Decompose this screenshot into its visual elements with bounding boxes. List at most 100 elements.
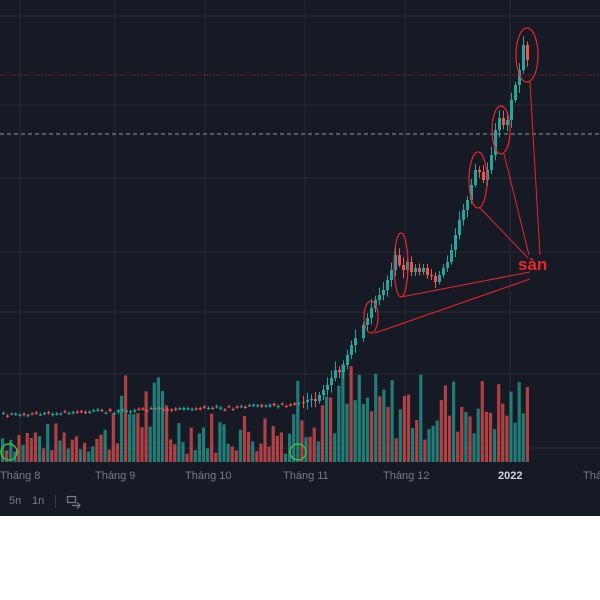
candle-body — [390, 270, 393, 280]
candle-body — [338, 370, 341, 372]
volume-bar — [324, 396, 329, 462]
compare-icon[interactable] — [66, 493, 82, 509]
volume-bar — [456, 431, 460, 462]
x-axis-label: Thá — [583, 470, 600, 482]
chart-panel[interactable]: sàn Tháng 8 Tháng 9 Tháng 10 Tháng 11 Tháng … — [0, 0, 600, 486]
volume-bar — [275, 435, 279, 462]
volume-bar — [411, 428, 415, 462]
range-1y-button[interactable]: 1n — [32, 495, 45, 507]
candle-body — [96, 409, 100, 411]
annotation-text: sàn — [518, 255, 547, 274]
volume-bar — [357, 374, 361, 462]
candle-body — [378, 295, 381, 300]
candle-body — [486, 170, 489, 180]
candle-body — [30, 413, 34, 415]
volume-bar — [46, 423, 50, 462]
candle-body — [227, 406, 231, 408]
volume-bar — [312, 427, 316, 462]
candle-body — [215, 406, 219, 408]
volume-bar — [103, 429, 107, 462]
candle-body — [186, 408, 190, 410]
candle-body — [239, 406, 243, 408]
volume-bar — [386, 406, 390, 462]
candle-body — [438, 275, 441, 282]
candle-body — [264, 405, 268, 407]
volume-bar — [214, 452, 218, 462]
candle-body — [157, 407, 161, 409]
candle-body — [18, 414, 22, 417]
candle-body — [174, 408, 178, 410]
volume-bar — [415, 420, 419, 462]
volume-bar — [501, 403, 505, 462]
volume-bar — [361, 403, 365, 462]
volume-bar — [279, 432, 283, 462]
volume-bar — [50, 450, 54, 462]
price-chart[interactable]: sàn Tháng 8 Tháng 9 Tháng 10 Tháng 11 Tháng … — [0, 0, 600, 486]
volume-bar — [21, 444, 25, 462]
volume-bar — [58, 440, 62, 462]
candle-body — [426, 268, 429, 275]
volume-bar — [29, 438, 33, 462]
candle-body — [231, 408, 235, 411]
candle-body — [466, 200, 469, 210]
candle-body — [190, 408, 194, 411]
candle-body — [490, 155, 493, 170]
volume-bar — [128, 414, 132, 462]
volume-bar — [91, 446, 95, 462]
time-axis: Tháng 8 Tháng 9 Tháng 10 Tháng 11 Tháng 12 20… — [0, 470, 600, 482]
volume-bar — [402, 395, 406, 462]
candle-body — [289, 404, 292, 406]
candle-body — [252, 404, 256, 407]
candle-body — [84, 411, 87, 414]
volume-bar — [398, 409, 402, 462]
volume-bar — [95, 438, 99, 462]
candle-body — [161, 408, 165, 411]
candle-body — [55, 413, 59, 415]
volume-bar — [9, 439, 13, 462]
volume-bar — [226, 443, 230, 462]
volume-bar — [218, 422, 222, 462]
annotation-line — [529, 81, 541, 256]
volume-bar — [148, 426, 152, 462]
candle-body — [211, 407, 215, 410]
candle-body — [346, 355, 349, 365]
candle-body — [38, 414, 42, 416]
candle-body — [293, 403, 297, 405]
candle-body — [522, 45, 525, 70]
blank-area — [0, 516, 600, 600]
volume-bar — [267, 446, 271, 462]
candle-body — [394, 255, 397, 270]
volume-bar — [87, 451, 91, 462]
candle-body — [350, 345, 353, 355]
candle-body — [362, 325, 365, 338]
volume-bar — [472, 433, 476, 462]
volume-bar — [140, 427, 144, 462]
volume-bar — [439, 400, 443, 462]
volume-bar — [435, 420, 439, 462]
volume-bar — [292, 414, 296, 462]
candle-body — [306, 400, 309, 402]
volume-bar — [263, 418, 267, 462]
volume-bar — [54, 423, 58, 462]
candle-body — [506, 120, 509, 125]
candle-body — [219, 407, 223, 409]
candle-body — [202, 406, 206, 408]
candle-body — [322, 390, 325, 395]
candle-body — [178, 408, 182, 410]
volume-bar — [193, 450, 197, 462]
range-5y-button[interactable]: 5n — [9, 495, 22, 507]
candle-body — [182, 408, 186, 410]
marker-circle — [289, 443, 307, 461]
volume-bar — [443, 385, 447, 462]
volume-bar — [349, 366, 353, 462]
volume-bar — [119, 395, 124, 462]
volume-bar — [390, 380, 394, 462]
candle-body — [153, 408, 157, 410]
candle-body — [458, 220, 461, 235]
candle-body — [112, 413, 116, 415]
candle-body — [470, 185, 473, 200]
candle-body — [22, 413, 26, 415]
volume-bar — [509, 391, 513, 462]
volume-bar — [476, 408, 480, 462]
candle-body — [382, 290, 385, 295]
